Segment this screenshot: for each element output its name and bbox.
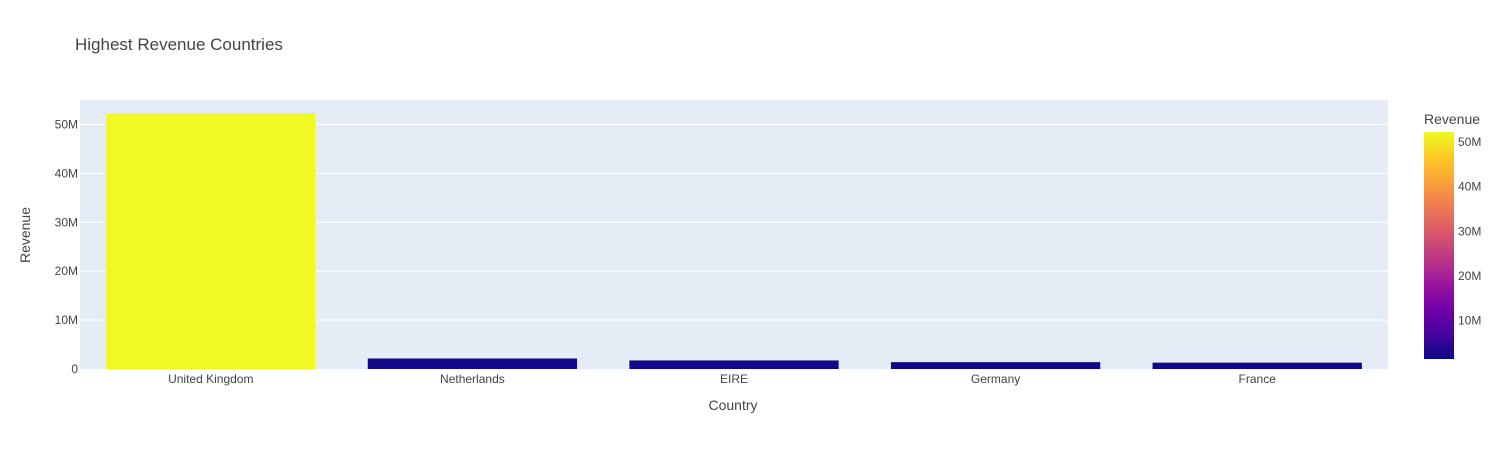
colorbar-ticks: 10M 20M 30M 40M 50M [1458,135,1481,327]
bars [106,113,1362,370]
colorbar: Revenue 10M 20M 30M 40M 50M [1424,111,1481,359]
bar [890,362,1101,369]
x-tick-label: Germany [971,372,1020,386]
y-tick-label: 20M [55,264,78,278]
colorbar-tick-label: 20M [1458,269,1481,283]
y-tick-label: 40M [55,166,78,180]
y-tick-label: 10M [55,313,78,327]
bar [629,360,839,369]
colorbar-gradient [1424,132,1454,359]
colorbar-title: Revenue [1424,111,1480,127]
x-tick-label: EIRE [720,372,748,386]
x-tick-label: France [1239,372,1277,386]
colorbar-tick-label: 40M [1458,180,1481,194]
y-axis-title: Revenue [17,207,33,263]
x-axis-title: Country [708,397,757,413]
x-tick-label: Netherlands [440,372,505,386]
bar [1152,362,1362,369]
y-axis-ticks: 0 10M 20M 30M 40M 50M [55,117,79,376]
x-tick-label: United Kingdom [168,372,253,386]
y-tick-label: 50M [55,117,78,131]
colorbar-tick-label: 50M [1458,135,1481,149]
colorbar-tick-label: 10M [1458,313,1481,327]
y-tick-label: 30M [55,215,78,229]
y-tick-label: 0 [71,362,78,376]
chart-title: Highest Revenue Countries [75,35,283,54]
bar [367,358,578,369]
bar [106,113,316,370]
colorbar-tick-label: 30M [1458,224,1481,238]
x-axis-ticks: United Kingdom Netherlands EIRE Germany Fran… [168,372,1276,386]
